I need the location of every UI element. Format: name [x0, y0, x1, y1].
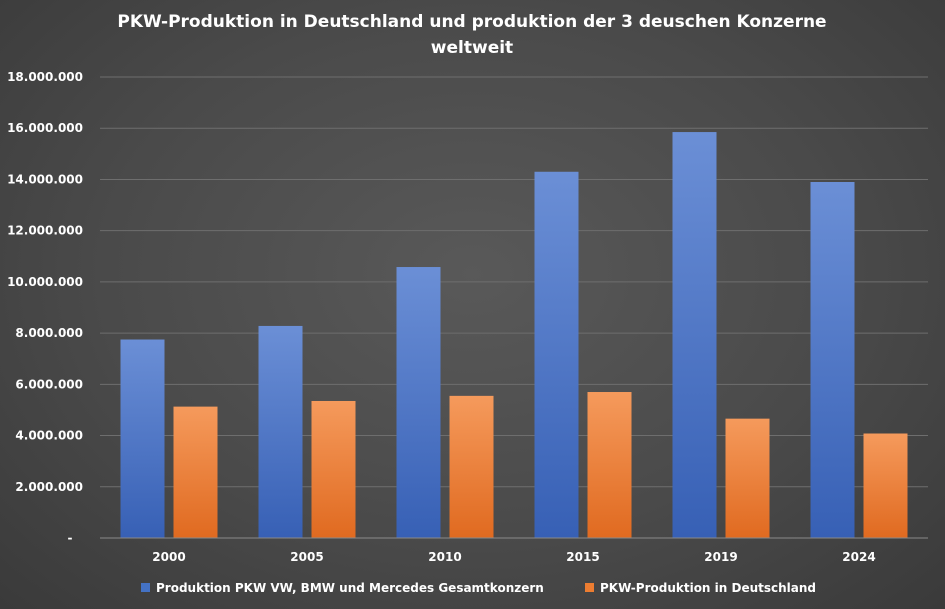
legend-label-series-1: Produktion PKW VW, BMW und Mercedes Gesa… — [156, 581, 544, 595]
y-tick-label: 10.000.000 — [7, 275, 83, 289]
bar-deutschland-2019 — [725, 418, 770, 538]
x-tick-label: 2024 — [842, 550, 875, 564]
y-tick-label: 16.000.000 — [7, 121, 83, 135]
chart-title-line-1: PKW-Produktion in Deutschland und produk… — [117, 12, 826, 32]
y-tick-label: 6.000.000 — [15, 377, 83, 391]
bar-deutschland-2015 — [587, 392, 632, 538]
y-tick-label: 18.000.000 — [7, 70, 83, 84]
y-tick-label: 4.000.000 — [15, 429, 83, 443]
y-tick-label: 14.000.000 — [7, 172, 83, 186]
x-tick-label: 2010 — [428, 550, 461, 564]
y-tick-label: 2.000.000 — [15, 480, 83, 494]
legend-label-series-2: PKW-Produktion in Deutschland — [600, 581, 816, 595]
x-tick-label: 2019 — [704, 550, 737, 564]
bar-konzerne-2010 — [396, 267, 441, 538]
bar-deutschland-2024 — [863, 433, 908, 538]
bar-deutschland-2010 — [449, 395, 494, 538]
y-tick-label: 8.000.000 — [15, 326, 83, 340]
y-axis-ticks: - 2.000.000 4.000.000 6.000.000 8.000.000 10.… — [7, 70, 83, 545]
bar-konzerne-2005 — [258, 325, 303, 538]
bar-deutschland-2000 — [173, 406, 218, 538]
legend-swatch-series-2 — [585, 583, 594, 592]
gridlines — [100, 76, 928, 488]
x-tick-label: 2005 — [290, 550, 323, 564]
bar-konzerne-2019 — [672, 132, 717, 538]
bar-konzerne-2000 — [120, 339, 165, 538]
x-tick-label: 2000 — [152, 550, 185, 564]
y-tick-label: - — [68, 531, 73, 545]
legend-swatch-series-1 — [141, 583, 150, 592]
bar-konzerne-2015 — [534, 171, 579, 538]
legend: Produktion PKW VW, BMW und Mercedes Gesa… — [141, 581, 816, 595]
y-tick-label: 12.000.000 — [7, 224, 83, 238]
bars — [120, 132, 908, 538]
x-axis-ticks: 2000 2005 2010 2015 2019 2024 — [152, 550, 875, 564]
x-tick-label: 2015 — [566, 550, 599, 564]
chart-title-line-2: weltweit — [431, 38, 513, 58]
bar-konzerne-2024 — [810, 182, 855, 538]
bar-deutschland-2005 — [311, 400, 356, 538]
